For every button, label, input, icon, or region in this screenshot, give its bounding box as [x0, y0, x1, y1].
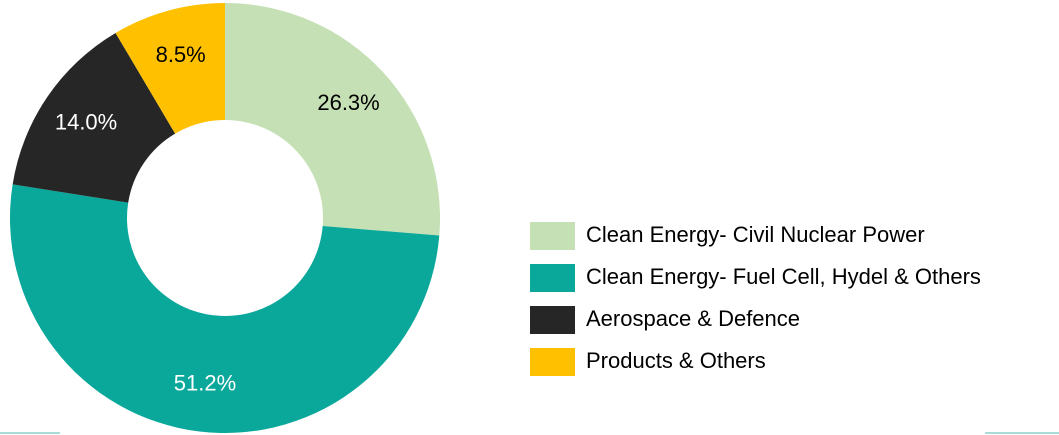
donut-slice	[10, 184, 440, 433]
legend-swatch	[530, 306, 575, 334]
legend-swatch	[530, 348, 575, 376]
legend-swatch	[530, 222, 575, 250]
legend-swatch	[530, 264, 575, 292]
legend-label: Clean Energy- Civil Nuclear Power	[586, 222, 925, 247]
legend-label: Clean Energy- Fuel Cell, Hydel & Others	[586, 264, 981, 289]
donut-slice	[225, 3, 440, 236]
legend-label: Aerospace & Defence	[586, 306, 800, 331]
data-label: 26.3%	[317, 90, 379, 115]
data-label: 8.5%	[156, 42, 206, 67]
donut-slice	[115, 3, 225, 134]
data-label: 14.0%	[55, 109, 117, 134]
data-label: 51.2%	[174, 371, 236, 396]
legend-label: Products & Others	[586, 348, 766, 373]
donut-slice	[12, 32, 176, 203]
